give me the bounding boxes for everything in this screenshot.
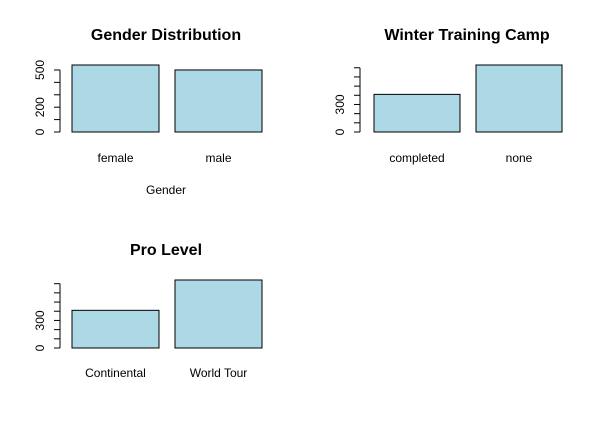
y-tick-label: 0 [33, 344, 47, 351]
y-tick-label: 500 [33, 60, 47, 80]
y-tick-label: 0 [333, 128, 347, 135]
y-tick-label: 300 [33, 310, 47, 330]
y-tick-label: 200 [33, 97, 47, 117]
chart-title: Pro Level [130, 242, 202, 259]
chart-title: Gender Distribution [91, 27, 241, 44]
x-category-label: completed [389, 151, 444, 165]
bar-continental [71, 309, 160, 349]
chart-title: Winter Training Camp [384, 27, 549, 44]
x-category-label: male [205, 151, 231, 165]
bar-completed [373, 93, 461, 133]
x-category-label: female [97, 151, 133, 165]
y-tick-label: 0 [33, 128, 47, 135]
x-category-label: World Tour [190, 366, 248, 380]
x-axis-label: Gender [146, 183, 186, 197]
y-tick-label: 300 [333, 94, 347, 114]
chart-panel-winter-training-camp: Winter Training Camp 0 300 completed none [333, 27, 563, 165]
chart-panel-gender: Gender Distribution Gender 0 200 500 female… [33, 27, 263, 197]
x-category-label: Continental [85, 366, 146, 380]
bar-none [475, 64, 563, 133]
bar-male [174, 69, 263, 133]
chart-panel-pro-level: Pro Level 0 300 Continental World Tour [33, 242, 263, 380]
bar-female [71, 64, 160, 133]
bar-world-tour [174, 279, 263, 349]
x-category-label: none [506, 151, 533, 165]
